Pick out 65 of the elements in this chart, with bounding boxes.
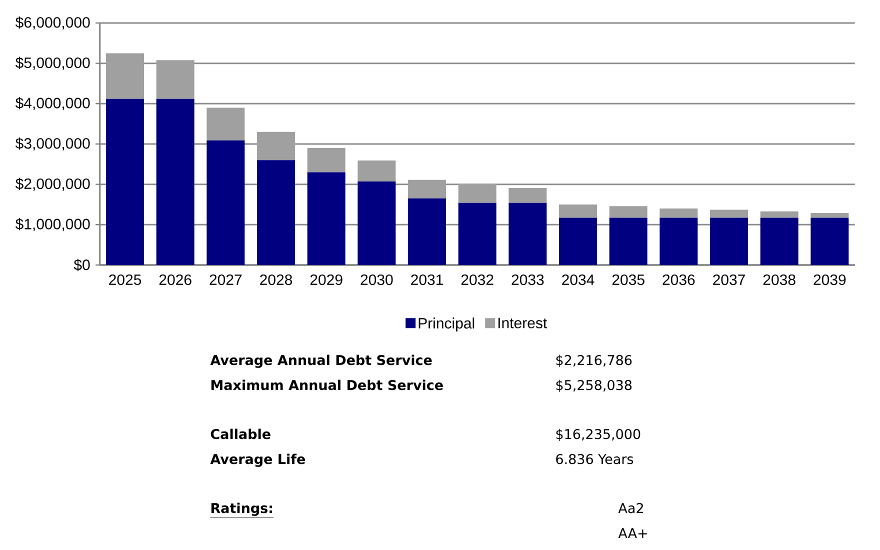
bar	[710, 210, 748, 218]
bar	[760, 211, 798, 218]
bar	[156, 98, 194, 265]
x-tick-label: 2033	[512, 274, 544, 286]
y-tick-label: $6,000,000	[15, 16, 90, 30]
bar	[559, 218, 598, 265]
bar	[458, 202, 496, 265]
bar	[458, 184, 496, 203]
bar	[206, 140, 245, 265]
bar	[660, 218, 698, 265]
bar	[408, 198, 446, 265]
y-tick-label: $0	[74, 258, 90, 272]
bar	[106, 53, 144, 99]
y-tick-label: $1,000,000	[15, 218, 90, 232]
x-tick-label: 2032	[461, 274, 494, 286]
x-tick-label: 2026	[159, 274, 192, 286]
x-tick-label: 2039	[814, 274, 846, 286]
bar	[307, 148, 346, 172]
bar	[660, 208, 698, 218]
bar	[710, 218, 748, 265]
x-tick-label: 2031	[411, 274, 443, 286]
text: Maximum Annual Debt Service	[211, 380, 443, 390]
x-tick-label: 2037	[713, 274, 745, 286]
text: Average Annual Debt Service	[210, 354, 432, 368]
bar	[508, 188, 547, 203]
bar	[206, 108, 245, 140]
x-tick-label: 2028	[260, 274, 292, 286]
bar	[810, 212, 849, 218]
bar	[760, 218, 798, 265]
bar	[609, 218, 648, 265]
y-tick-label: $3,000,000	[15, 137, 90, 150]
y-tick-label: $2,000,000	[15, 178, 90, 191]
text: AA+	[618, 528, 647, 538]
bar	[508, 202, 547, 265]
y-tick-label: $5,000,000	[15, 56, 90, 70]
text: 6.836 Years	[556, 454, 634, 464]
bar	[358, 160, 396, 182]
legend-label: Principal	[418, 318, 474, 332]
text: $5,258,038	[556, 380, 632, 392]
x-tick-label: 2030	[360, 274, 393, 286]
x-tick-label: 2025	[109, 274, 142, 286]
x-tick-label: 2036	[662, 274, 695, 286]
y-tick-label: $4,000,000	[15, 97, 90, 110]
bar	[609, 206, 648, 218]
text: Average Life	[210, 454, 306, 467]
text: Callable	[210, 428, 270, 440]
legend-label: Interest	[498, 318, 547, 328]
text: Aa2	[618, 502, 643, 514]
x-tick-label: 2035	[612, 274, 644, 286]
x-tick-label: 2029	[310, 274, 342, 286]
bar	[408, 180, 446, 198]
bar	[559, 204, 598, 218]
bar	[257, 160, 296, 265]
x-tick-label: 2027	[210, 274, 242, 286]
text: $2,216,786	[556, 354, 632, 367]
text: Ratings:	[211, 502, 272, 516]
bar	[156, 60, 194, 99]
bar	[106, 98, 144, 265]
x-tick-label: 2038	[763, 274, 796, 286]
text: $16,235,000	[556, 428, 640, 441]
bar	[257, 132, 296, 160]
bar	[358, 182, 396, 265]
x-tick-label: 2034	[562, 274, 594, 286]
bar	[810, 218, 849, 265]
bar	[307, 172, 346, 265]
